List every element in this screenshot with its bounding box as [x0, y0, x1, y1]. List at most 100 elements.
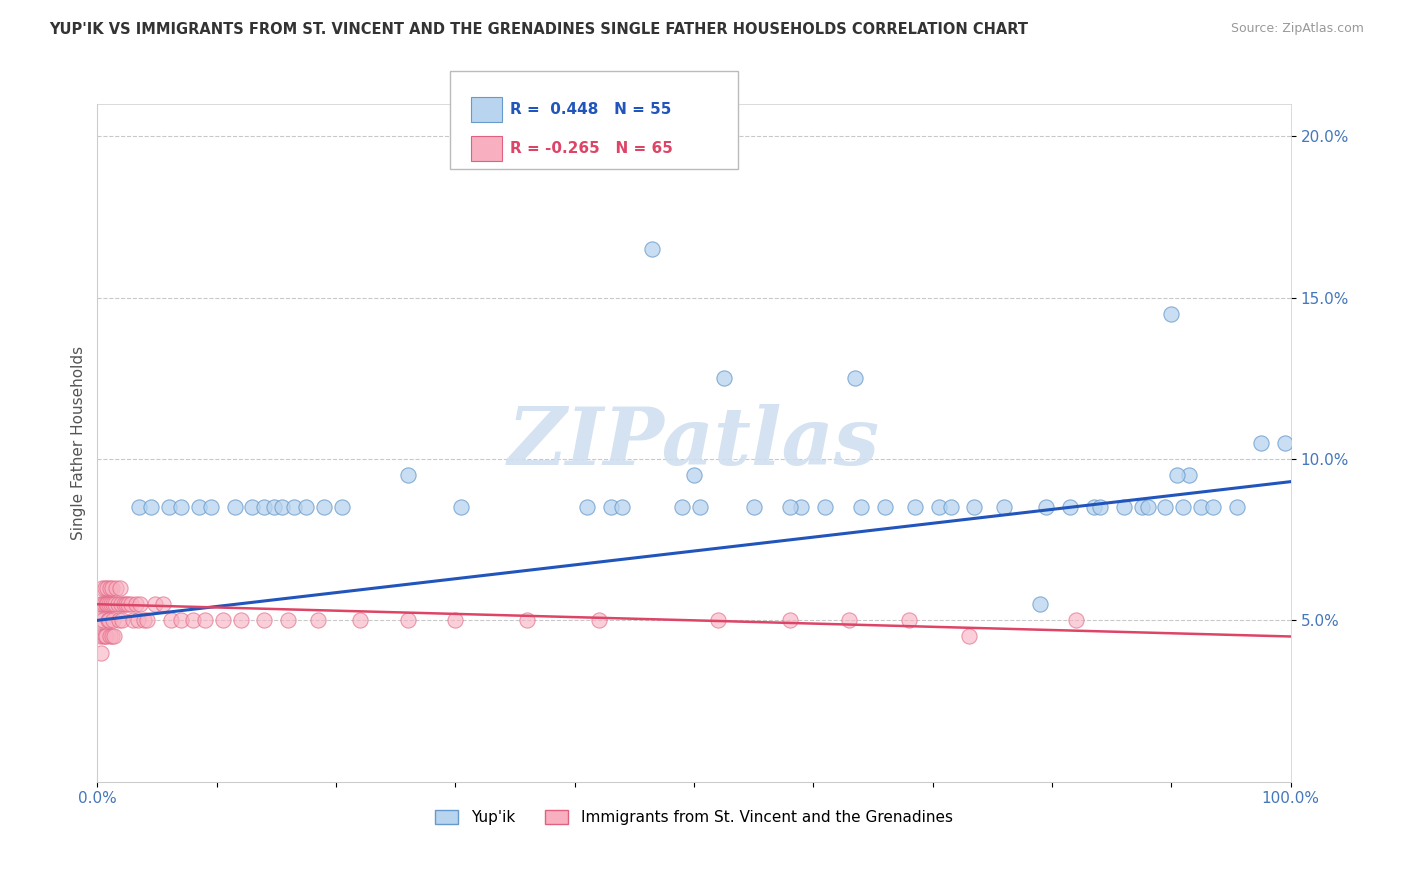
Point	[132, 613, 155, 627]
Point	[97, 597, 120, 611]
Point	[873, 500, 896, 515]
Point	[253, 613, 276, 627]
Point	[779, 500, 801, 515]
Point	[271, 500, 294, 515]
Point	[93, 597, 115, 611]
Point	[224, 500, 246, 515]
Text: Source: ZipAtlas.com: Source: ZipAtlas.com	[1230, 22, 1364, 36]
Y-axis label: Single Father Households: Single Father Households	[72, 346, 86, 540]
Point	[1059, 500, 1081, 515]
Point	[904, 500, 927, 515]
Point	[170, 613, 193, 627]
Point	[599, 500, 621, 515]
Point	[641, 243, 664, 257]
Point	[96, 630, 118, 644]
Point	[96, 581, 118, 595]
Point	[1088, 500, 1111, 515]
Point	[97, 613, 120, 627]
Point	[689, 500, 711, 515]
Point	[101, 581, 124, 595]
Point	[110, 597, 132, 611]
Point	[330, 500, 353, 515]
Point	[94, 581, 117, 595]
Point	[139, 500, 162, 515]
Point	[181, 613, 204, 627]
Point	[707, 613, 730, 627]
Point	[897, 613, 920, 627]
Point	[844, 371, 866, 385]
Point	[1274, 436, 1296, 450]
Point	[963, 500, 986, 515]
Point	[200, 500, 222, 515]
Point	[1160, 307, 1182, 321]
Text: R = -0.265   N = 65: R = -0.265 N = 65	[510, 142, 673, 156]
Point	[1154, 500, 1177, 515]
Point	[194, 613, 217, 627]
Point	[307, 613, 329, 627]
Point	[229, 613, 252, 627]
Point	[253, 500, 276, 515]
Point	[111, 613, 134, 627]
Point	[89, 630, 111, 644]
Point	[283, 500, 305, 515]
Point	[396, 468, 419, 483]
Point	[444, 613, 467, 627]
Point	[588, 613, 610, 627]
Point	[160, 613, 183, 627]
Point	[91, 581, 114, 595]
Point	[103, 630, 125, 644]
Point	[849, 500, 872, 515]
Point	[94, 597, 117, 611]
Point	[993, 500, 1015, 515]
Point	[105, 581, 128, 595]
Point	[103, 613, 125, 627]
Point	[742, 500, 765, 515]
Point	[108, 613, 131, 627]
Point	[396, 613, 419, 627]
Point	[928, 500, 950, 515]
Point	[122, 613, 145, 627]
Point	[1035, 500, 1057, 515]
Point	[1029, 597, 1052, 611]
Point	[89, 613, 111, 627]
Point	[89, 597, 111, 611]
Point	[124, 597, 146, 611]
Point	[98, 630, 121, 644]
Point	[211, 613, 233, 627]
Point	[90, 646, 112, 660]
Point	[100, 581, 122, 595]
Point	[100, 630, 122, 644]
Point	[104, 597, 127, 611]
Point	[152, 597, 174, 611]
Point	[157, 500, 180, 515]
Point	[1189, 500, 1212, 515]
Point	[127, 613, 149, 627]
Legend: Yup'ik, Immigrants from St. Vincent and the Grenadines: Yup'ik, Immigrants from St. Vincent and …	[429, 805, 959, 831]
Point	[713, 371, 735, 385]
Point	[120, 597, 142, 611]
Point	[1064, 613, 1087, 627]
Point	[277, 613, 299, 627]
Point	[107, 597, 129, 611]
Point	[115, 597, 138, 611]
Point	[779, 613, 801, 627]
Point	[96, 597, 118, 611]
Point	[263, 500, 285, 515]
Point	[957, 630, 980, 644]
Point	[450, 500, 472, 515]
Point	[101, 597, 124, 611]
Point	[129, 597, 152, 611]
Point	[1083, 500, 1105, 515]
Text: ZIPatlas: ZIPatlas	[508, 404, 880, 482]
Point	[575, 500, 598, 515]
Point	[128, 500, 150, 515]
Point	[108, 581, 131, 595]
Point	[1136, 500, 1159, 515]
Point	[1173, 500, 1195, 515]
Point	[349, 613, 371, 627]
Point	[612, 500, 634, 515]
Point	[790, 500, 813, 515]
Point	[98, 613, 121, 627]
Text: R =  0.448   N = 55: R = 0.448 N = 55	[510, 103, 672, 117]
Point	[1226, 500, 1249, 515]
